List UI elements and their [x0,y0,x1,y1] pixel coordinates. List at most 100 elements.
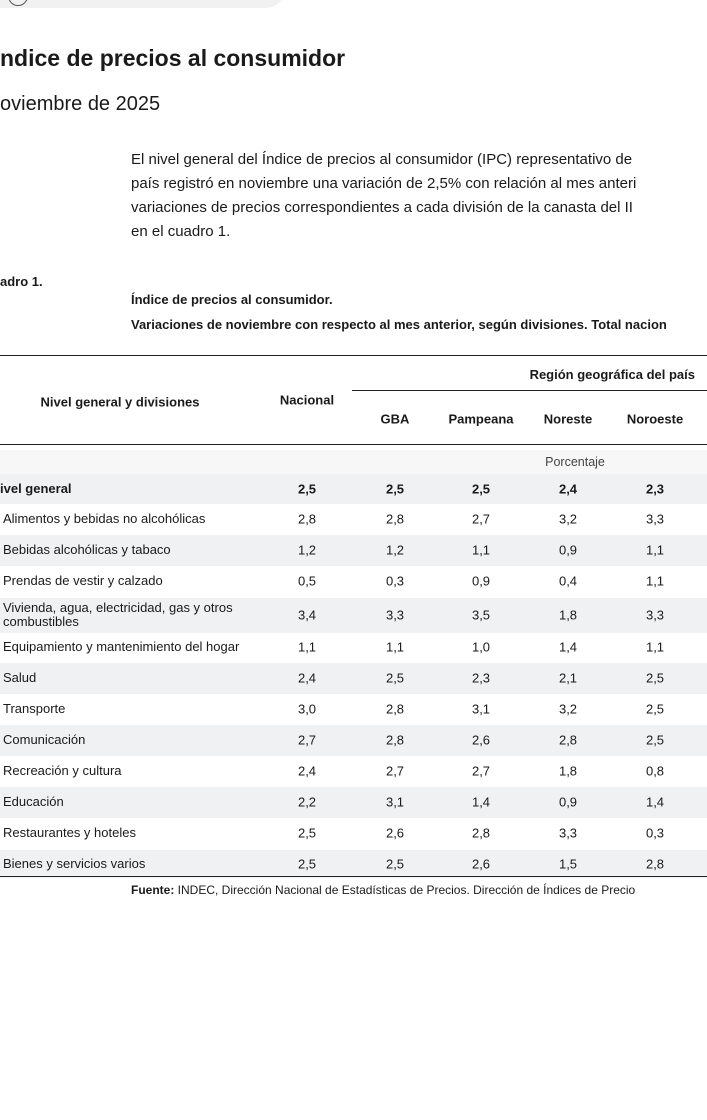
row-label: Alimentos y bebidas no alcohólicas [3,511,206,526]
cell-value: 2,6 [471,732,491,748]
cell-value: 3,1 [471,701,491,717]
cell-value: 2,7 [471,763,491,779]
cell-value: 2,6 [471,856,491,872]
row-label: ivel general [0,481,72,496]
cell-value: 2,4 [297,670,317,686]
source-label: Fuente: [131,883,175,897]
unit-label: Porcentaje [545,455,605,469]
cell-value: 0,3 [385,573,405,589]
cell-value: 1,8 [558,607,578,623]
cell-value: 1,2 [297,542,317,558]
row-stripe [0,786,707,818]
cell-value: 0,5 [297,573,317,589]
table-top-border [0,355,707,356]
cell-value: 3,0 [297,701,317,717]
row-label: Recreación y cultura [3,763,122,778]
cell-value: 2,1 [558,670,578,686]
table-title: Variaciones de noviembre con respecto al… [131,317,667,332]
paragraph-line: en el cuadro 1. [131,223,231,240]
cell-value: 3,1 [385,794,405,810]
cell-value: 1,4 [471,794,491,810]
cell-value: 2,3 [471,670,491,686]
cell-value: 3,3 [645,607,665,623]
column-header: Noreste [543,411,593,427]
header-bottom-border [0,444,707,445]
row-stripe [0,662,707,694]
source: Fuente: INDEC, Dirección Nacional de Est… [131,883,635,897]
cell-value: 3,2 [558,701,578,717]
column-header: Nacional [279,392,335,408]
region-header: Región geográfica del país [529,367,695,382]
paragraph-line: variaciones de precios correspondientes … [131,199,633,216]
cell-value: 1,5 [558,856,578,872]
row-label: Transporte [3,701,66,716]
table-label: adro 1. [0,274,43,289]
subtitle: oviembre de 2025 [0,93,161,115]
row-label: Bienes y servicios varios [3,856,146,871]
cell-value: 2,5 [645,701,665,717]
cell-value: 2,7 [297,732,317,748]
title: ndice de precios al consumidor [0,45,346,71]
row-label: Vivienda, agua, electricidad, gas y otro… [3,600,233,629]
cell-value: 0,9 [558,542,578,558]
header-stripe [0,450,707,474]
cell-value: 2,7 [385,763,405,779]
cell-value: 2,8 [385,511,405,527]
paragraph-line: país registró en noviembre una variación… [131,175,637,192]
table-bottom-border [0,876,707,877]
paragraph-line: El nivel general del Índice de precios a… [131,151,633,168]
cell-value: 2,5 [297,481,317,497]
row-stripe [0,850,707,878]
cell-value: 1,0 [471,639,491,655]
cell-value: 2,8 [385,732,405,748]
column-header: Noroeste [626,411,684,427]
cell-value: 2,8 [471,825,491,841]
cell-value: 3,3 [558,825,578,841]
cell-value: 1,2 [385,542,405,558]
row-stripe [0,597,707,633]
search-bar[interactable] [0,0,285,8]
cell-value: 1,1 [645,573,665,589]
row-label: Restaurantes y hoteles [3,825,136,840]
cell-value: 2,8 [558,732,578,748]
column-header: Pampeana [448,411,514,427]
column-header: GBA [380,411,410,427]
cell-value: 0,3 [645,825,665,841]
row-label: Educación [3,794,64,809]
cell-value: 0,4 [558,573,578,589]
cell-value: 1,1 [471,542,491,558]
cell-value: 1,1 [297,639,317,655]
cell-value: 2,7 [471,511,491,527]
row-stripe [0,474,707,504]
cell-value: 2,6 [385,825,405,841]
row-label: Prendas de vestir y calzado [3,573,163,588]
source-text: INDEC, Dirección Nacional de Estadística… [174,883,636,897]
table-title: Índice de precios al consumidor. [131,292,333,307]
region-underline [352,390,707,391]
cell-value: 2,8 [645,856,665,872]
cell-value: 2,3 [645,481,665,497]
row-label: Comunicación [3,732,86,747]
cell-value: 2,2 [297,794,317,810]
cell-value: 2,5 [385,670,405,686]
cell-value: 3,3 [645,511,665,527]
row-label: Salud [3,670,37,685]
row-label: Equipamiento y mantenimiento del hogar [3,639,240,654]
row-label: Bebidas alcohólicas y tabaco [3,542,171,557]
cell-value: 3,2 [558,511,578,527]
cell-value: 3,3 [385,607,405,623]
cell-value: 1,8 [558,763,578,779]
cell-value: 2,5 [385,481,405,497]
row-stripe [0,534,707,566]
cell-value: 1,4 [558,639,578,655]
cell-value: 2,8 [385,701,405,717]
cell-value: 2,5 [297,825,317,841]
cell-value: 0,9 [471,573,491,589]
column-header: Nivel general y divisiones [40,394,200,410]
cell-value: 3,5 [471,607,491,623]
cell-value: 2,5 [645,732,665,748]
cell-value: 0,9 [558,794,578,810]
cell-value: 2,5 [645,670,665,686]
cell-value: 2,8 [297,511,317,527]
